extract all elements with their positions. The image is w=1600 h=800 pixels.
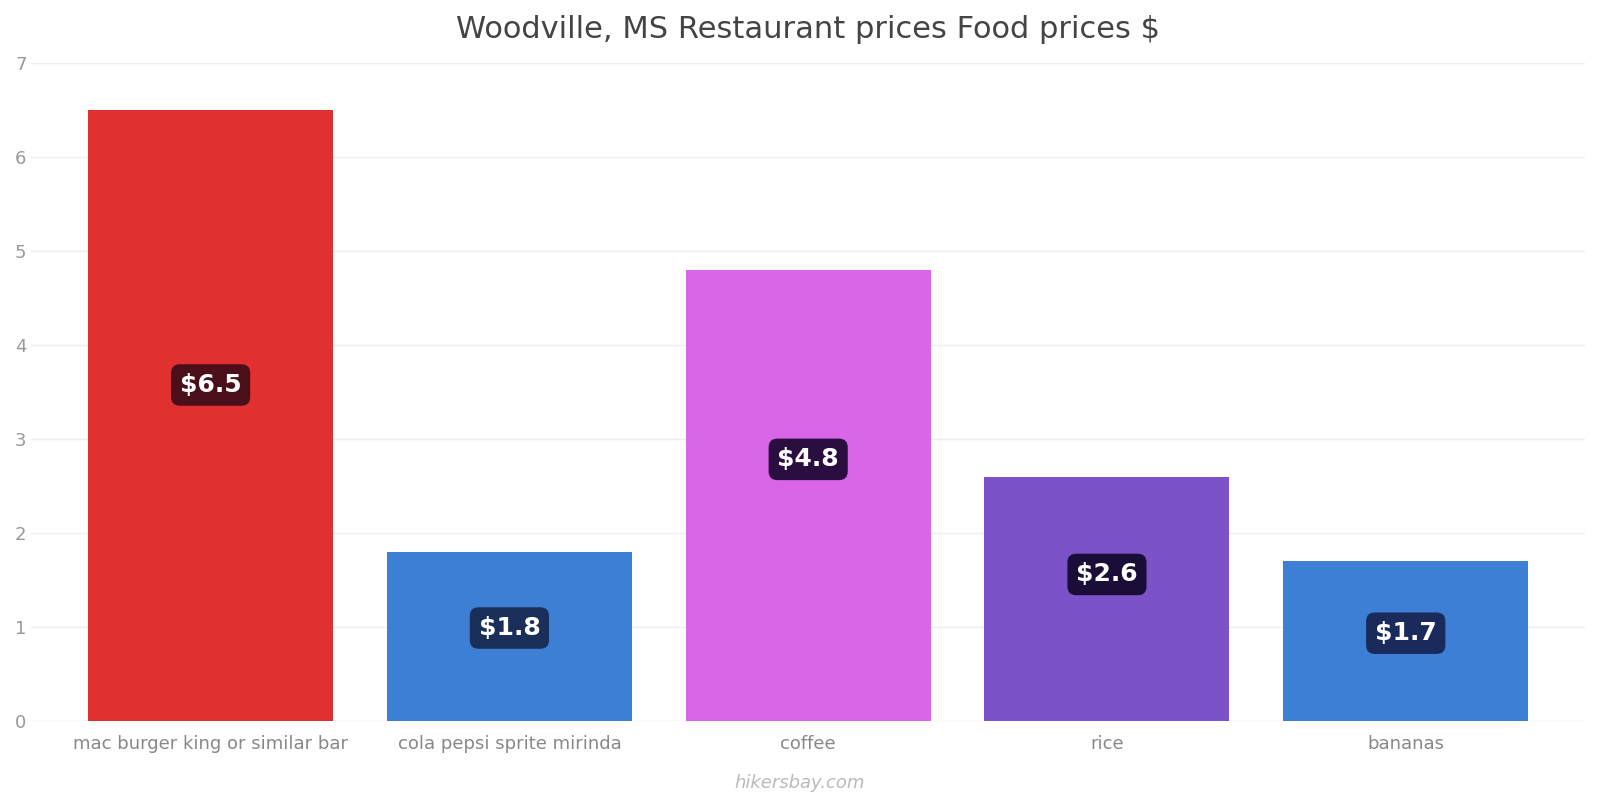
Bar	[686, 270, 931, 721]
Text: $1.7: $1.7	[1374, 622, 1437, 646]
Bar	[1283, 562, 1528, 721]
Text: $4.8: $4.8	[778, 447, 838, 471]
Text: $6.5: $6.5	[179, 373, 242, 397]
Title: Woodville, MS Restaurant prices Food prices $: Woodville, MS Restaurant prices Food pri…	[456, 15, 1160, 44]
Text: $2.6: $2.6	[1077, 562, 1138, 586]
Bar	[88, 110, 333, 721]
Bar	[387, 552, 632, 721]
Text: hikersbay.com: hikersbay.com	[734, 774, 866, 792]
Text: $1.8: $1.8	[478, 616, 541, 640]
Bar	[984, 477, 1229, 721]
